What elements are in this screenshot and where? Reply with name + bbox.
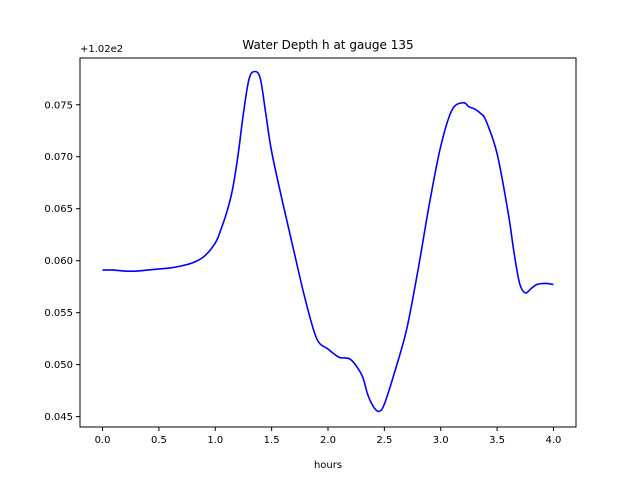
- x-tick-label: 2.5: [376, 435, 392, 446]
- x-axis-label: hours: [314, 460, 342, 471]
- x-tick-label: 1.5: [264, 435, 280, 446]
- x-tick-label: 4.0: [546, 435, 562, 446]
- x-tick-label: 0.0: [95, 435, 111, 446]
- y-tick-label: 0.050: [44, 360, 73, 371]
- y-offset-label: +1.02e2: [80, 44, 123, 55]
- x-tick-label: 3.0: [433, 435, 449, 446]
- axis-ticks: 0.0 0.5 1.0 1.5 2.0 2.5 3.0 3.5 4.0 0.045 0.050 0.0…: [44, 100, 561, 446]
- y-tick-label: 0.065: [44, 204, 73, 215]
- series-line: [102, 70, 554, 413]
- x-tick-label: 2.0: [320, 435, 336, 446]
- plot-frame: [79, 57, 577, 428]
- x-tick-label: 3.5: [489, 435, 505, 446]
- y-tick-label: 0.045: [44, 412, 73, 423]
- chart-title: Water Depth h at gauge 135: [242, 38, 413, 52]
- x-tick-label: 1.0: [207, 435, 223, 446]
- y-tick-label: 0.060: [44, 256, 73, 267]
- y-tick-label: 0.075: [44, 100, 73, 111]
- y-tick-label: 0.070: [44, 152, 73, 163]
- y-tick-label: 0.055: [44, 308, 73, 319]
- x-tick-label: 0.5: [151, 435, 167, 446]
